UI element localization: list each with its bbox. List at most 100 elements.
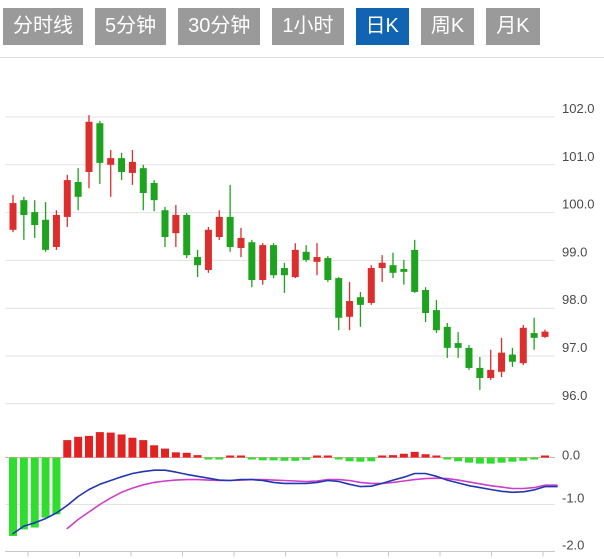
price-axis-label: 100.0 <box>562 197 595 212</box>
macd-bar <box>84 435 93 458</box>
macd-bar <box>236 455 245 458</box>
macd-bar <box>540 455 549 458</box>
tab-1hour[interactable]: 1小时 <box>272 8 344 45</box>
candle-body <box>161 210 169 237</box>
tab-30min[interactable]: 30分钟 <box>178 8 261 45</box>
candle-body <box>259 245 267 280</box>
candles-group <box>9 115 549 390</box>
candle-body <box>422 290 430 313</box>
price-axis-label: 102.0 <box>562 101 595 116</box>
candle-body <box>454 343 462 348</box>
candle-body <box>476 367 484 378</box>
candle-body <box>107 158 115 165</box>
candle-body <box>63 180 71 217</box>
macd-bar <box>443 457 452 460</box>
candle <box>118 152 126 181</box>
candle <box>139 164 147 211</box>
candle <box>519 324 527 366</box>
macd-bar <box>486 457 495 464</box>
price-axis-label: 98.0 <box>562 292 587 307</box>
tab-5min[interactable]: 5分钟 <box>95 8 167 45</box>
macd-bar <box>410 451 419 458</box>
macd-bar <box>150 445 159 458</box>
candle-body <box>118 158 126 172</box>
price-gridlines: 102.0 101.0 100.0 99.0 98.0 97.0 96.0 <box>5 101 595 405</box>
macd-bar <box>378 455 387 458</box>
candle <box>259 243 267 285</box>
candle <box>20 196 28 240</box>
macd-bar <box>106 432 115 458</box>
candle-body <box>389 265 397 273</box>
macd-bar <box>74 436 83 458</box>
candle-body <box>226 216 234 248</box>
macd-bar <box>454 457 463 462</box>
candle-body <box>498 352 506 372</box>
candle <box>324 256 332 282</box>
candle <box>302 245 310 262</box>
candle-body <box>150 182 158 201</box>
macd-bar <box>215 457 224 460</box>
candle <box>42 202 50 252</box>
candle-body <box>367 268 375 303</box>
macd-bar <box>182 452 191 458</box>
candle <box>9 194 17 233</box>
macd-bar <box>464 457 473 463</box>
candle <box>280 262 288 293</box>
macd-bar <box>9 457 17 536</box>
tabbar-divider <box>0 57 604 58</box>
candle-body <box>194 257 202 266</box>
candle <box>356 291 364 327</box>
candle <box>270 243 278 279</box>
candle <box>31 200 39 238</box>
candle <box>52 210 60 250</box>
candle-body <box>313 257 321 262</box>
candle <box>194 249 202 278</box>
macd-gridlines: 0.0 -1.0 -2.0 <box>5 448 584 557</box>
candle-body <box>508 354 516 362</box>
macd-bar <box>41 457 50 518</box>
candle-body <box>172 214 180 234</box>
candle <box>454 332 462 358</box>
candle-body <box>411 249 419 292</box>
candle <box>400 259 408 285</box>
price-axis-label: 101.0 <box>562 149 595 164</box>
macd-bar <box>226 455 235 458</box>
tab-timeline[interactable]: 分时线 <box>3 8 83 45</box>
macd-bar <box>530 457 539 460</box>
candle <box>237 227 245 258</box>
candle <box>335 277 343 331</box>
macd-bar <box>19 457 28 530</box>
macd-bar <box>280 457 289 461</box>
tab-monthly-k[interactable]: 月K <box>486 8 540 45</box>
candle-body <box>237 237 245 248</box>
candle-body <box>42 219 50 250</box>
macd-bar <box>63 440 72 458</box>
candle <box>204 226 212 273</box>
candle <box>541 329 549 338</box>
candle <box>172 204 180 248</box>
macd-bar <box>519 457 528 461</box>
candle-body <box>335 278 343 318</box>
macd-bar <box>291 457 300 461</box>
macd-bar <box>367 457 376 462</box>
candle <box>313 243 321 276</box>
candle-body <box>541 331 549 337</box>
candle <box>378 255 386 282</box>
candle <box>465 345 473 370</box>
macd-bar <box>432 455 441 458</box>
tab-weekly-k[interactable]: 周K <box>420 8 475 45</box>
candle-body <box>356 297 364 305</box>
macd-bar <box>193 455 202 458</box>
candle-body <box>74 182 82 197</box>
macd-bar <box>497 457 506 463</box>
macd-bar <box>171 452 180 458</box>
candle-body <box>378 262 386 269</box>
macd-bar <box>388 455 397 458</box>
candle <box>530 317 538 350</box>
candle <box>161 206 169 248</box>
candle-body <box>432 310 440 331</box>
macd-bar <box>345 457 354 462</box>
tab-daily-k[interactable]: 日K <box>355 8 409 45</box>
